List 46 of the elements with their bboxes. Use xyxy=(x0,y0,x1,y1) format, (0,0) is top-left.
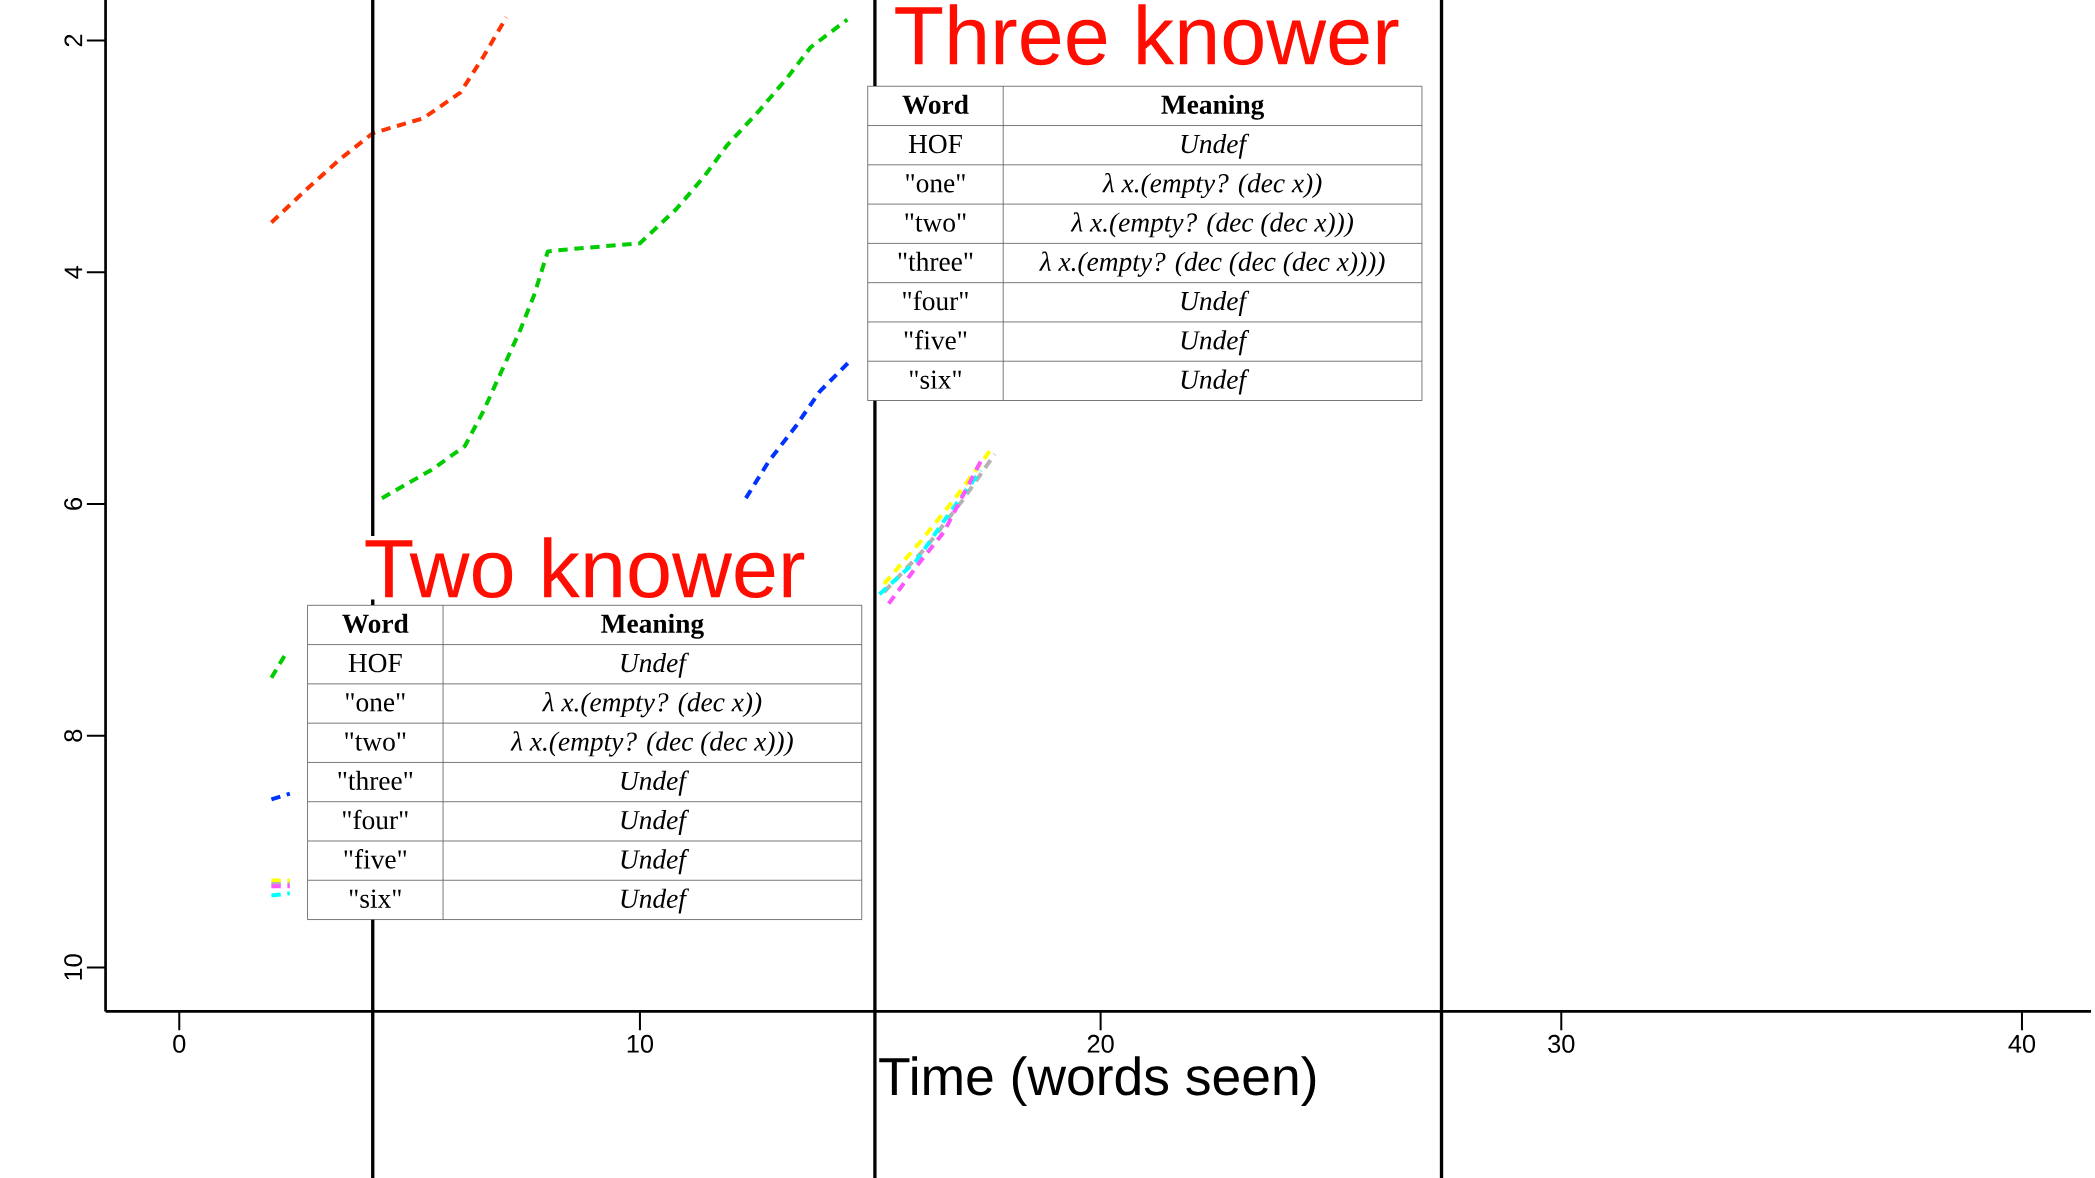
annotation: Undef xyxy=(1181,329,1250,355)
annotation: λ x.(empty? (dec (dec (dec x)))) xyxy=(1039,251,1385,277)
y-tick-label: 4 xyxy=(64,265,83,279)
annotation: Undef xyxy=(1181,369,1250,395)
x-tick-label: 40 xyxy=(2008,1034,2036,1053)
x-tick-label: 0 xyxy=(173,1034,186,1053)
annotation: Undef xyxy=(621,888,690,914)
annotation: λ x.(empty? (dec (dec x))) xyxy=(1070,212,1354,238)
annotation: "four" xyxy=(342,809,408,830)
annotation: λ x.(empty? (dec x)) xyxy=(1102,172,1322,198)
annotation: HOF xyxy=(908,134,962,153)
annotation: Undef xyxy=(621,809,690,835)
annotation: "one" xyxy=(346,693,405,712)
x-tick-label: 20 xyxy=(1087,1034,1114,1053)
x-axis-title: Time (words seen) xyxy=(879,1056,1316,1106)
annotation: "four" xyxy=(903,290,968,311)
annotation: "three" xyxy=(338,770,413,790)
annotation: "two" xyxy=(345,732,406,751)
x-tick-label: 10 xyxy=(627,1034,654,1053)
annotation: Word xyxy=(902,94,969,114)
annotation: Word xyxy=(342,613,409,633)
annotation: λ x.(empty? (dec (dec x))) xyxy=(510,731,793,757)
x-tick-label: 30 xyxy=(1548,1034,1575,1053)
annotation: "five" xyxy=(904,329,967,350)
y-tick-label: 6 xyxy=(64,497,83,510)
annotation: Three knower xyxy=(895,4,1399,65)
annotation: "one" xyxy=(906,174,965,193)
annotation: "six" xyxy=(349,889,401,908)
annotation: Undef xyxy=(621,770,690,796)
annotation: "five" xyxy=(344,848,407,869)
annotation: Two knower xyxy=(365,537,805,598)
line-series xyxy=(269,15,509,225)
y-tick-label: 2 xyxy=(64,34,83,47)
annotation: "three" xyxy=(898,251,973,271)
annotation: Undef xyxy=(1181,133,1250,159)
annotation: λ x.(empty? (dec x)) xyxy=(542,691,762,717)
y-tick-label: 10 xyxy=(64,954,83,980)
annotation: "six" xyxy=(910,370,961,389)
annotation: Undef xyxy=(621,848,690,874)
annotation: HOF xyxy=(348,653,402,673)
annotation: Undef xyxy=(621,652,690,678)
annotation: Undef xyxy=(1181,290,1250,316)
annotation: Meaning xyxy=(601,613,704,639)
y-tick-label: 8 xyxy=(64,729,83,742)
annotation: Meaning xyxy=(1161,94,1265,120)
annotation: "two" xyxy=(905,213,966,232)
